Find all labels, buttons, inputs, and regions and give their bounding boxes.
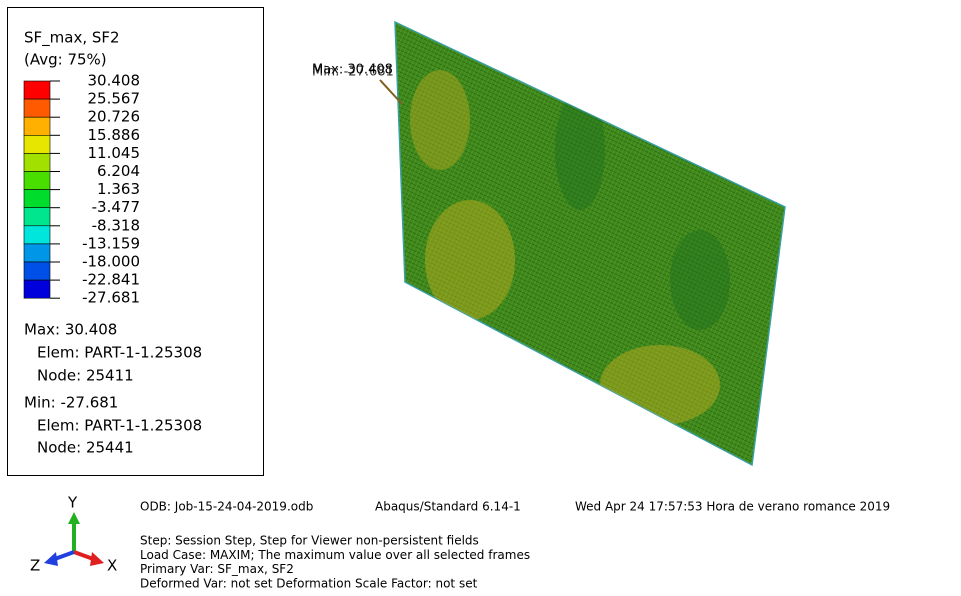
color-swatch [24, 244, 50, 262]
triad-x: X [107, 557, 117, 575]
max-elem: Elem: PART-1-1.25308 [37, 344, 202, 362]
color-swatch [24, 226, 50, 244]
color-swatch [24, 280, 50, 298]
max-node: Node: 25411 [37, 367, 134, 385]
legend-level: -18.000 [82, 253, 140, 271]
legend-subtitle: (Avg: 75%) [24, 51, 107, 69]
date: Wed Apr 24 17:57:53 Hora de verano roman… [575, 500, 890, 514]
info-line: Load Case: MAXIM; The maximum value over… [140, 548, 530, 562]
legend-level: 20.726 [88, 108, 141, 126]
legend-level: 1.363 [97, 180, 140, 198]
color-swatch [24, 208, 50, 226]
color-swatch [24, 190, 50, 208]
color-swatch [24, 262, 50, 280]
color-swatch [24, 153, 50, 171]
color-swatch [24, 117, 50, 135]
max-label: Max: 30.408 [24, 321, 117, 339]
info-line: Primary Var: SF_max, SF2 [140, 562, 294, 576]
viewport: SF_max, SF2 (Avg: 75%) 30.40825.56720.72… [0, 0, 961, 596]
legend-level: -13.159 [82, 234, 140, 252]
legend-level: 15.886 [88, 126, 141, 144]
triad-y: Y [67, 494, 78, 512]
axis-triad [44, 512, 104, 566]
color-swatch [24, 99, 50, 117]
legend-level: 25.567 [88, 90, 141, 108]
plate-model [380, 22, 785, 465]
color-swatch [24, 81, 50, 99]
color-swatch [24, 135, 50, 153]
legend-level: -22.841 [82, 271, 140, 289]
legend-level: -3.477 [92, 198, 140, 216]
min-label: Min: -27.681 [24, 394, 118, 412]
legend-level: 6.204 [97, 162, 140, 180]
legend-level: -27.681 [82, 289, 140, 307]
min-elem: Elem: PART-1-1.25308 [37, 417, 202, 435]
legend-level: 30.408 [88, 72, 141, 90]
info-line: Deformed Var: not set Deformation Scale … [140, 576, 478, 590]
legend-title: SF_max, SF2 [24, 29, 120, 48]
viewport-min-label: Min: -27.681 [312, 65, 394, 80]
solver: Abaqus/Standard 6.14-1 [375, 500, 521, 514]
info-lines: Step: Session Step, Step for Viewer non-… [140, 534, 530, 591]
min-node: Node: 25441 [37, 439, 134, 457]
page: SF_max, SF2 (Avg: 75%) 30.40825.56720.72… [0, 0, 961, 596]
triad-z: Z [30, 557, 40, 575]
legend-level: 11.045 [88, 144, 141, 162]
legend-level: -8.318 [92, 216, 140, 234]
color-swatch [24, 172, 50, 190]
odb-name: ODB: Job-15-24-04-2019.odb [140, 500, 313, 514]
info-line: Step: Session Step, Step for Viewer non-… [140, 534, 479, 548]
